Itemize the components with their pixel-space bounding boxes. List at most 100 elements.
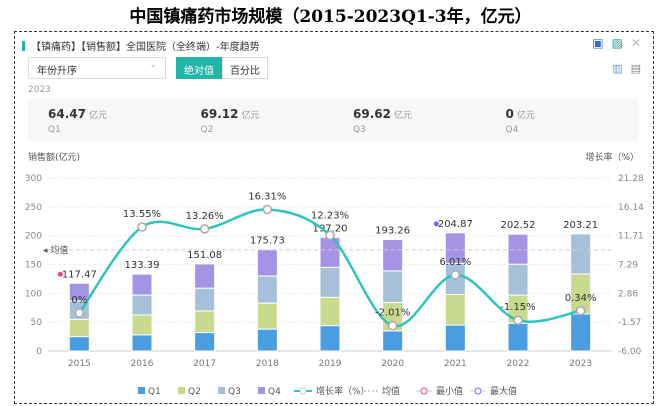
- legend-label: 均值: [382, 385, 400, 397]
- export-image-icon[interactable]: ▨: [611, 36, 623, 50]
- bar-q3: [382, 270, 404, 304]
- y2-tick-label: -1.57: [618, 318, 641, 328]
- bar-q2: [444, 293, 466, 326]
- total-label: 175.73: [250, 236, 285, 247]
- growth-point: [74, 308, 85, 318]
- growth-label: 13.55%: [123, 209, 161, 220]
- kpi-value: 69.12: [200, 107, 239, 121]
- bar-q1: [507, 322, 529, 352]
- legend-swatch-q1: [138, 387, 145, 394]
- y2-tick-label: 21.28: [618, 174, 644, 184]
- total-label: 117.47: [62, 269, 97, 280]
- x-tick-label: 2020: [381, 359, 404, 369]
- bar-q2: [256, 302, 278, 330]
- bar-q3: [319, 266, 341, 298]
- x-tick-label: 2018: [256, 359, 279, 369]
- x-tick-label: 2016: [131, 359, 154, 369]
- growth-point: [137, 222, 147, 232]
- kpi-label: Q3: [353, 125, 366, 135]
- x-tick-label: 2019: [319, 359, 342, 369]
- kpi-q1: 64.47 亿元 Q1: [28, 99, 181, 141]
- legend-growth-marker: [299, 387, 307, 395]
- bar-q2: [194, 310, 216, 334]
- y-tick-label: 250: [25, 203, 42, 213]
- kpi-row: 64.47 亿元 Q1 69.12 亿元 Q2 69.62 亿元 Q3 0 亿元 Q4: [28, 99, 638, 141]
- y2-tick-label: 7.29: [618, 261, 638, 271]
- y-tick-label: 300: [25, 174, 42, 184]
- max-marker: [433, 221, 439, 227]
- y2-tick-label: 11.71: [618, 232, 644, 242]
- bar-q3: [570, 233, 592, 275]
- tab-percent[interactable]: 百分比: [222, 57, 268, 79]
- kpi-value: 0: [505, 107, 514, 121]
- sort-select[interactable]: 年份升序 ⌄: [28, 57, 166, 79]
- total-label: 204.87: [438, 219, 473, 230]
- tab-absolute[interactable]: 绝对值: [176, 57, 222, 79]
- growth-label: 0%: [71, 295, 87, 306]
- growth-point: [513, 315, 523, 325]
- chart-panel: [14, 31, 654, 404]
- bar-q1: [444, 324, 466, 352]
- bar-q4: [382, 239, 404, 272]
- bar-q3: [194, 287, 216, 312]
- bar-q4: [444, 232, 466, 264]
- bar-q1: [131, 334, 153, 352]
- y2-tick-label: -6.00: [618, 347, 642, 357]
- bar-q1: [319, 325, 341, 352]
- growth-point: [199, 224, 210, 234]
- x-tick-label: 2023: [569, 359, 592, 369]
- legend-swatch-q3: [218, 387, 225, 394]
- kpi-value: 64.47: [48, 107, 86, 121]
- growth-point: [387, 320, 398, 331]
- kpi-label: Q2: [200, 125, 214, 135]
- page-title: 中国镇痛药市场规模（2015-2023Q1-3年，亿元）: [129, 7, 532, 27]
- growth-point: [262, 204, 273, 215]
- growth-label: 12.23%: [311, 210, 349, 221]
- legend-label: Q1: [148, 387, 161, 397]
- legend-swatch-q2: [178, 387, 185, 394]
- kpi-unit: 亿元: [241, 111, 260, 121]
- bar-q4: [194, 263, 216, 289]
- bar-q1: [68, 336, 90, 352]
- growth-label: -1.15%: [500, 302, 535, 313]
- close-icon[interactable]: ✕: [630, 36, 641, 50]
- total-label: 202.52: [501, 220, 536, 231]
- kpi-unit: 亿元: [516, 111, 535, 121]
- y-tick-label: 150: [25, 261, 42, 271]
- growth-label: 13.26%: [186, 211, 224, 222]
- min-marker: [57, 271, 63, 277]
- growth-label: -2.01%: [375, 308, 410, 319]
- x-tick-label: 2022: [507, 359, 530, 369]
- y2-tick-label: 2.86: [618, 289, 638, 299]
- y2-tick-label: 16.14: [618, 203, 644, 213]
- bar-q1: [570, 313, 592, 352]
- chevron-down-icon: ⌄: [149, 60, 157, 70]
- kpi-q3: 69.62 亿元 Q3: [333, 99, 486, 141]
- bar-q2: [68, 318, 90, 338]
- x-tick-label: 2017: [193, 359, 216, 369]
- kpi-label: Q1: [48, 125, 61, 135]
- kpi-q2: 69.12 亿元 Q2: [181, 99, 334, 141]
- bar-q4: [507, 233, 529, 265]
- bar-q1: [194, 332, 216, 352]
- bar-q2: [319, 296, 341, 327]
- bar-q4: [131, 273, 153, 296]
- growth-point: [575, 306, 586, 316]
- export-excel-icon[interactable]: ▣: [592, 36, 604, 50]
- y-tick-label: 200: [25, 232, 42, 242]
- kpi-unit: 亿元: [88, 111, 107, 121]
- legend-label: 增长率（%）: [316, 385, 370, 397]
- growth-label: 16.31%: [248, 192, 286, 203]
- legend-marker: [420, 387, 428, 395]
- legend-swatch-q4: [258, 387, 265, 394]
- kpi-label: Q4: [505, 125, 519, 135]
- y-tick-label: 100: [25, 289, 42, 299]
- bar-q3: [131, 294, 153, 316]
- average-label: ◂ 均值: [43, 244, 68, 256]
- y-tick-label: 0: [36, 347, 42, 357]
- x-tick-label: 2021: [444, 359, 467, 369]
- bar-chart-icon[interactable]: ▥: [612, 62, 623, 75]
- total-label: 151.08: [187, 250, 222, 261]
- table-icon[interactable]: ▤: [630, 62, 641, 75]
